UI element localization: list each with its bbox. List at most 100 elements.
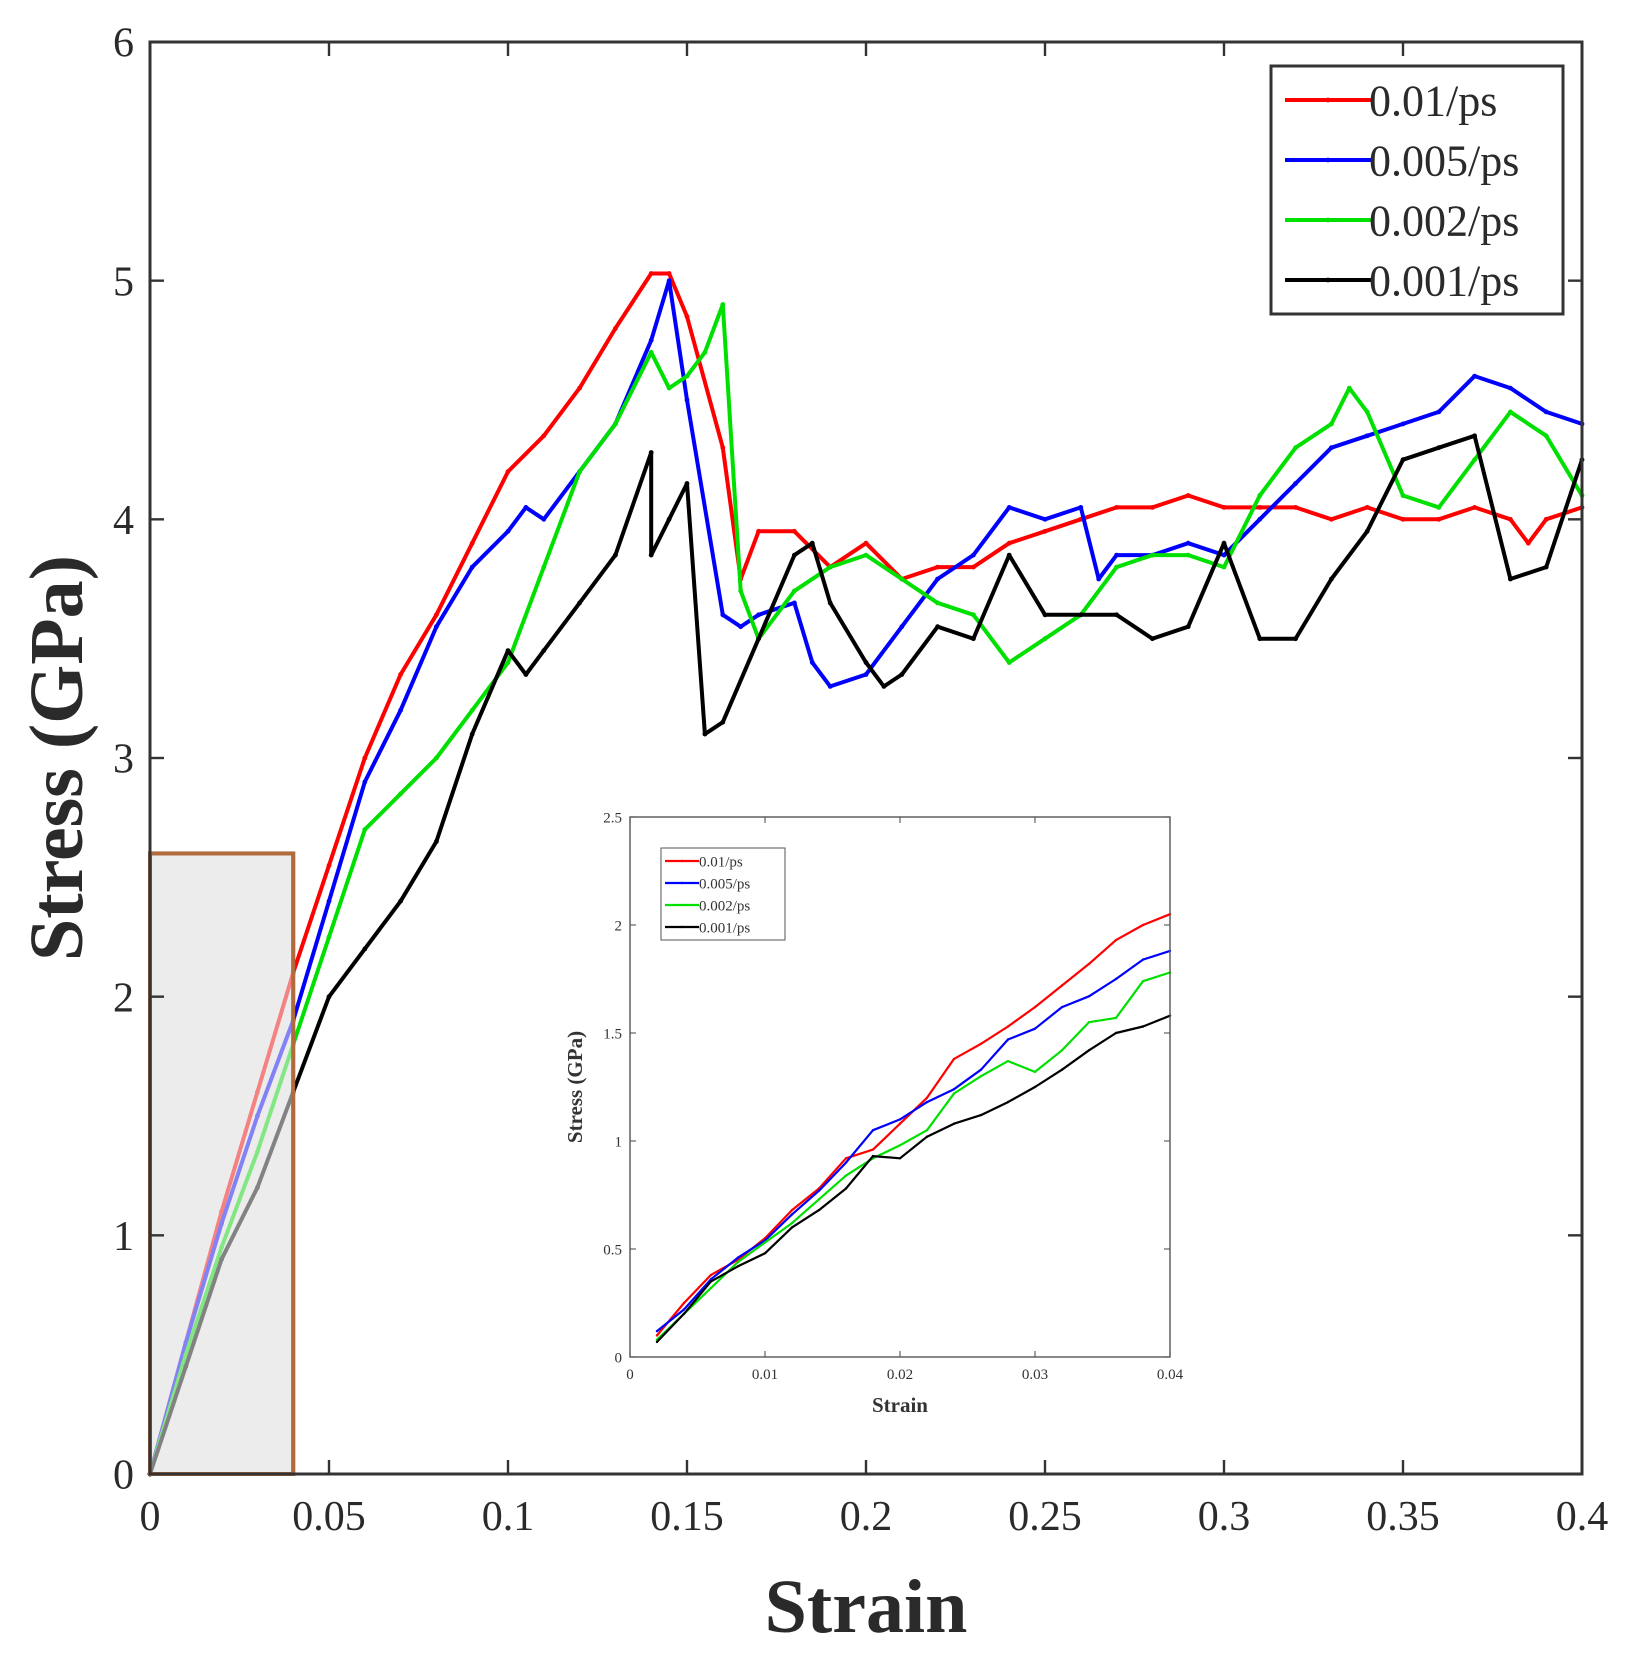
main-data-point-0-001-ps (756, 636, 761, 642)
main-data-point-0-001-ps (577, 600, 582, 606)
main-data-point-0-002-ps (899, 576, 905, 582)
main-data-point-0-001-ps (326, 994, 332, 1000)
main-data-point-0-005-ps (1508, 385, 1513, 391)
main-data-point-0-002-ps (577, 469, 582, 474)
main-data-point-0-002-ps (1042, 636, 1048, 642)
main-x-tick-label: 0.15 (650, 1494, 724, 1540)
main-data-point-0-005-ps (1329, 445, 1334, 451)
main-series-line-0-01-ps (148, 271, 1584, 1476)
inset-data-point-0-01-ps (709, 1273, 713, 1277)
main-data-point-0-001-ps (434, 839, 439, 844)
inset-legend-label-0-005-ps: 0.005/ps (699, 876, 750, 892)
inset-x-tick-label: 0.02 (887, 1367, 913, 1383)
main-data-point-0-005-ps (1114, 552, 1119, 558)
main-data-point-0-01-ps (792, 528, 797, 534)
main-data-point-0-001-ps (792, 552, 797, 558)
inset-data-point-0-002-ps (1033, 1070, 1037, 1074)
main-data-point-0-001-ps (702, 731, 708, 737)
main-data-point-0-005-ps (666, 278, 672, 284)
main-data-point-0-01-ps (720, 445, 726, 451)
main-data-point-0-01-ps (398, 672, 403, 677)
inset-data-point-0-001-ps (682, 1312, 686, 1316)
main-data-point-0-001-ps (1436, 445, 1442, 451)
main-data-point-0-005-ps (863, 672, 869, 677)
main-data-point-0-005-ps (1293, 481, 1298, 486)
main-legend-label-0-001-ps: 0.001/ps (1369, 256, 1519, 305)
inset-data-point-0-01-ps (1006, 1025, 1010, 1028)
inset-data-point-0-005-ps (817, 1189, 821, 1192)
main-data-point-0-005-ps (523, 505, 529, 510)
inset-data-point-0-001-ps (1033, 1085, 1037, 1089)
inset-data-point-0-001-ps (817, 1208, 821, 1212)
main-data-point-0-001-ps (1006, 552, 1012, 558)
main-data-point-0-001-ps (1114, 612, 1119, 618)
inset-chart: 0 0.01 0.02 0.03 0.04 0 0.5 1 1.5 2 2.5 Strain Stres… (563, 810, 1184, 1417)
main-data-point-0-01-ps (434, 612, 439, 618)
main-data-point-0-005-ps (1096, 576, 1102, 582)
inset-legend-marker-0-002-ps (680, 903, 684, 907)
main-data-point-0-005-ps (541, 516, 547, 522)
main-data-point-0-005-ps (792, 600, 797, 606)
inset-data-point-0-005-ps (844, 1161, 848, 1164)
main-data-point-0-001-ps (523, 672, 529, 677)
inset-data-point-0-002-ps (1060, 1049, 1064, 1052)
main-data-point-0-002-ps (827, 564, 833, 570)
inset-data-point-0-001-ps (1141, 1025, 1145, 1028)
main-data-point-0-002-ps (1185, 552, 1191, 558)
main-data-point-0-005-ps (1006, 505, 1012, 510)
main-data-point-0-005-ps (935, 576, 940, 582)
main-data-point-0-01-ps (648, 271, 654, 276)
main-data-point-0-002-ps (1257, 493, 1263, 498)
main-data-point-0-01-ps (469, 540, 475, 546)
main-data-point-0-001-ps (1042, 612, 1048, 618)
main-data-point-0-001-ps (505, 648, 511, 653)
main-data-point-0-005-ps (809, 660, 815, 665)
main-data-point-0-01-ps (613, 326, 618, 331)
inset-legend-label-0-002-ps: 0.002/ps (699, 898, 750, 914)
main-data-point-0-002-ps (1006, 660, 1012, 665)
main-data-point-0-01-ps (1364, 505, 1370, 510)
main-data-point-0-002-ps (1400, 493, 1406, 498)
inset-data-point-0-01-ps (790, 1208, 794, 1212)
main-data-point-0-005-ps (1078, 505, 1084, 510)
inset-data-point-0-005-ps (709, 1278, 713, 1281)
main-data-point-0-005-ps (505, 528, 511, 534)
inset-y-tick-label: 0.5 (603, 1242, 622, 1258)
main-data-point-0-002-ps (1346, 385, 1352, 391)
main-data-point-0-005-ps (1257, 516, 1263, 522)
main-data-point-0-002-ps (1329, 421, 1334, 427)
main-data-point-0-001-ps (863, 660, 869, 665)
main-data-point-0-001-ps (827, 600, 833, 606)
main-data-point-0-01-ps (1042, 528, 1048, 534)
main-data-point-0-002-ps (702, 349, 708, 355)
main-x-tick-label: 0.3 (1198, 1494, 1251, 1540)
inset-data-point-0-005-ps (979, 1068, 983, 1071)
main-data-point-0-001-ps (971, 636, 976, 642)
inset-data-point-0-001-ps (1087, 1049, 1091, 1052)
main-data-point-0-002-ps (1221, 564, 1227, 570)
main-data-point-0-002-ps (935, 600, 940, 606)
inset-data-point-0-01-ps (1033, 1005, 1037, 1009)
main-series-line-0-005-ps (148, 278, 1584, 1476)
main-data-point-0-002-ps (505, 660, 511, 665)
inset-data-point-0-002-ps (979, 1075, 983, 1078)
main-data-point-0-002-ps (434, 755, 439, 761)
main-y-tick-label: 3 (113, 737, 134, 783)
main-data-point-0-002-ps (1293, 445, 1298, 451)
inset-data-point-0-001-ps (844, 1187, 848, 1190)
main-data-point-0-01-ps (362, 755, 368, 761)
inset-data-point-0-002-ps (1087, 1021, 1091, 1024)
main-x-tick-label: 0 (140, 1494, 161, 1540)
inset-legend-marker-0-001-ps (680, 925, 684, 929)
main-data-point-0-002-ps (1472, 457, 1477, 463)
main-data-point-0-01-ps (1508, 516, 1513, 522)
main-data-point-0-01-ps (756, 528, 761, 534)
inset-data-point-0-002-ps (1006, 1059, 1010, 1063)
inset-data-point-0-001-ps (952, 1122, 956, 1125)
main-data-point-0-001-ps (684, 481, 690, 486)
inset-data-point-0-001-ps (925, 1135, 929, 1138)
main-data-point-0-002-ps (613, 421, 618, 427)
inset-data-point-0-01-ps (952, 1057, 956, 1061)
